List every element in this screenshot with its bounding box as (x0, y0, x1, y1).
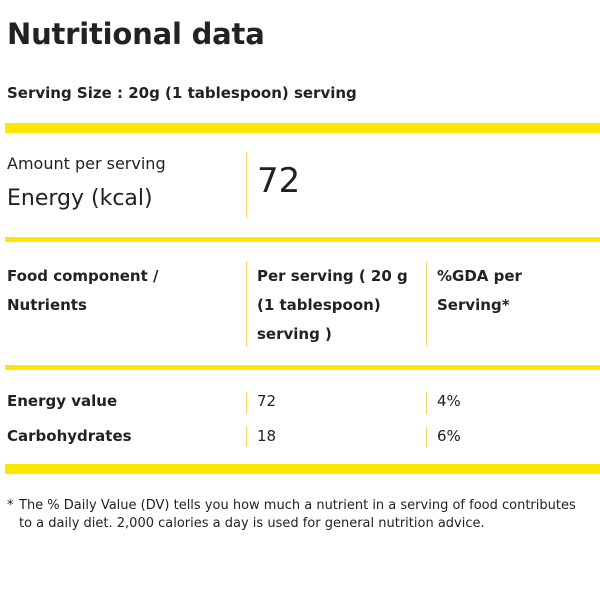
header-per-serving-line1: Per serving ( 20 g (257, 267, 408, 285)
gda-value: 4% (437, 392, 461, 410)
header-food-component-line1: Food component / (7, 267, 159, 285)
column-divider (246, 392, 247, 414)
per-serving-value: 72 (257, 392, 277, 410)
column-divider (246, 427, 247, 447)
column-divider (426, 262, 427, 346)
divider-thick-top (5, 123, 600, 133)
column-divider (426, 392, 427, 414)
footnote-marker: * (7, 498, 14, 513)
serving-size: Serving Size : 20g (1 tablespoon) servin… (7, 84, 357, 102)
page-title: Nutritional data (7, 17, 265, 51)
header-gda-line1: %GDA per (437, 267, 522, 285)
header-gda: %GDA per Serving* (437, 262, 587, 320)
header-gda-line2: Serving* (437, 296, 510, 314)
energy-value: 72 (257, 161, 301, 201)
footnote-text: The % Daily Value (DV) tells you how muc… (19, 498, 576, 531)
header-per-serving: Per serving ( 20 g (1 tablespoon) servin… (257, 262, 427, 349)
per-serving-value: 18 (257, 427, 277, 445)
divider-thin (5, 365, 600, 370)
energy-label: Energy (kcal) (7, 186, 153, 211)
header-per-serving-line2: (1 tablespoon) (257, 296, 381, 314)
column-divider (246, 152, 247, 217)
header-food-component: Food component / Nutrients (7, 262, 237, 320)
gda-value: 6% (437, 427, 461, 445)
nutrient-name: Energy value (7, 392, 118, 410)
divider-thin (5, 237, 600, 242)
column-divider (426, 427, 427, 447)
nutrient-name: Carbohydrates (7, 427, 132, 445)
header-food-component-line2: Nutrients (7, 296, 87, 314)
header-per-serving-line3: serving ) (257, 325, 332, 343)
divider-thick-bottom (5, 464, 600, 474)
footnote: * The % Daily Value (DV) tells you how m… (7, 497, 592, 532)
column-divider (246, 262, 247, 346)
amount-per-serving-label: Amount per serving (7, 154, 166, 173)
